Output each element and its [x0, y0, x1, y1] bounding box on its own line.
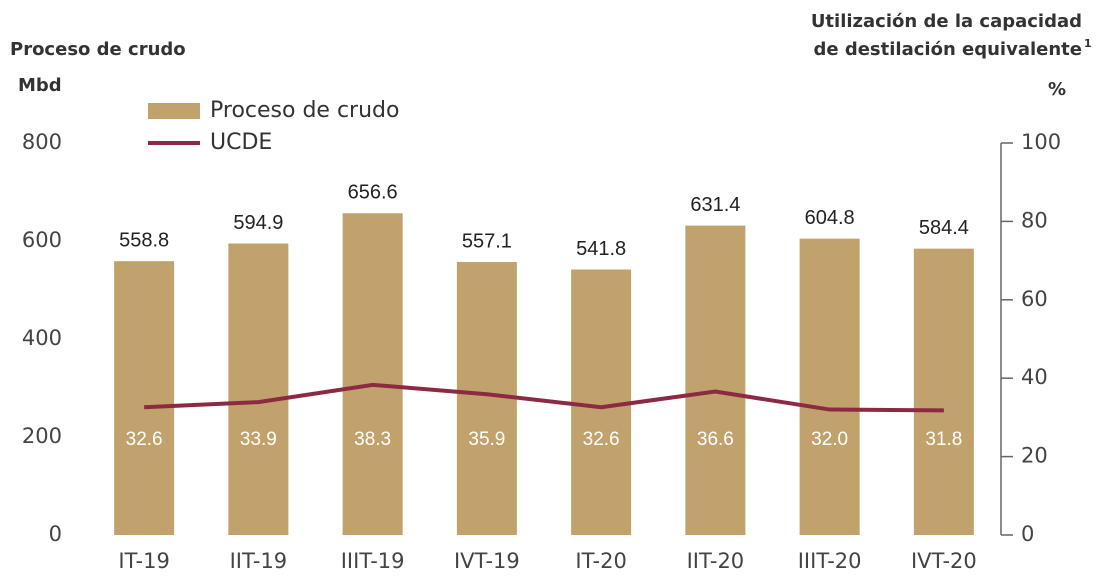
x-tick-label: IT-20 [575, 549, 626, 573]
bar-value-label: 558.8 [119, 229, 169, 251]
x-tick-label: IIT-20 [687, 549, 745, 573]
y2-title: de destilación equivalente [813, 39, 1082, 60]
line-value-label: 33.9 [240, 429, 277, 450]
y-tick-label: 600 [22, 228, 62, 252]
y-title: Proceso de crudo [10, 39, 186, 60]
bar [114, 261, 175, 535]
bar-value-label: 631.4 [690, 194, 740, 216]
bar-value-label: 557.1 [462, 230, 512, 252]
x-tick-label: IIT-19 [230, 549, 288, 573]
y2-tick-label: 0 [1021, 522, 1034, 546]
bar-value-label: 584.4 [919, 217, 969, 239]
y2-title: Utilización de la capacidad [811, 11, 1082, 32]
y-tick-label: 0 [49, 522, 62, 546]
legend-label: UCDE [210, 130, 272, 155]
y2-tick-label: 20 [1021, 444, 1048, 468]
bar [342, 213, 403, 536]
bar [571, 269, 632, 535]
line-value-label: 31.8 [925, 429, 962, 450]
y-tick-label: 200 [22, 424, 62, 448]
y-unit: Mbd [18, 75, 62, 96]
bar [685, 225, 746, 535]
y2-footnote: 1 [1084, 37, 1092, 50]
bar-value-label: 594.9 [233, 212, 283, 234]
bar-value-label: 541.8 [576, 238, 626, 260]
line-value-label: 32.6 [126, 429, 163, 450]
bar [913, 248, 974, 536]
y2-tick-label: 80 [1021, 208, 1048, 232]
line-value-label: 35.9 [468, 429, 505, 450]
x-tick-label: IVT-19 [454, 549, 520, 573]
y-tick-label: 400 [22, 326, 62, 350]
y-tick-label: 800 [22, 130, 62, 154]
legend-swatch [148, 103, 200, 119]
line-value-label: 36.6 [697, 429, 734, 450]
bar [228, 243, 289, 535]
x-tick-label: IVT-20 [911, 549, 977, 573]
y2-tick-label: 40 [1021, 365, 1048, 389]
line [144, 382, 944, 413]
line-value-label: 32.6 [583, 429, 620, 450]
bar [799, 238, 860, 535]
y2-unit: % [1048, 79, 1066, 100]
line-value-label: 32.0 [811, 429, 848, 450]
bar-value-label: 604.8 [805, 207, 855, 229]
x-tick-label: IT-19 [118, 549, 169, 573]
x-tick-label: IIIT-19 [341, 549, 405, 573]
y2-tick-label: 100 [1021, 130, 1061, 154]
x-tick-label: IIIT-20 [798, 549, 862, 573]
legend-label: Proceso de crudo [210, 98, 399, 123]
line-value-label: 38.3 [354, 429, 391, 450]
bar-value-label: 656.6 [348, 182, 398, 204]
y2-tick-label: 60 [1021, 287, 1048, 311]
